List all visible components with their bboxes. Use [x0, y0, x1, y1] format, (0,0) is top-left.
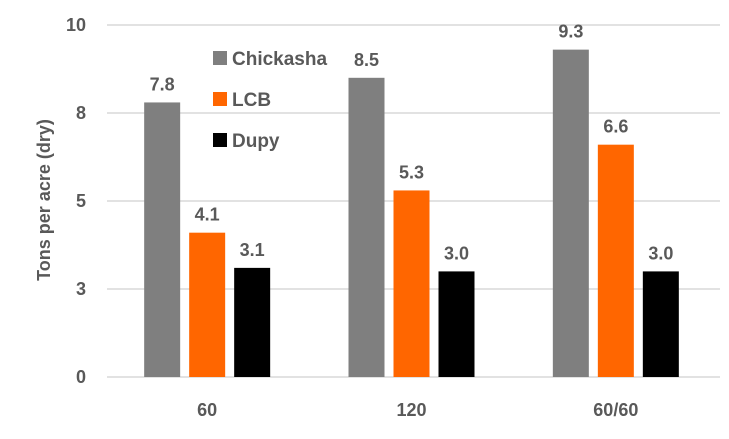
data-label: 3.1 [240, 240, 265, 260]
data-label: 5.3 [399, 162, 424, 182]
bar-lcb-60/60 [597, 144, 634, 377]
legend-swatch-lcb [213, 92, 227, 106]
bar-dupy-60/60 [642, 271, 679, 377]
data-label: 3.0 [648, 243, 673, 263]
data-label: 6.6 [603, 117, 628, 137]
data-label: 3.0 [444, 243, 469, 263]
y-tick-labels: 0 3 5 8 10 [66, 15, 86, 387]
y-tick-label: 0 [76, 367, 86, 387]
x-tick-label: 60/60 [593, 400, 638, 420]
legend-swatch-dupy [213, 133, 227, 147]
legend: Chickasha LCB Dupy [213, 49, 327, 152]
x-tick-labels: 60 120 60/60 [197, 400, 638, 420]
y-tick-label: 5 [76, 191, 86, 211]
legend-label: LCB [232, 90, 271, 111]
bar-dupy-60 [234, 267, 271, 377]
y-tick-label: 8 [76, 103, 86, 123]
data-label: 9.3 [558, 22, 583, 42]
bar-chickasha-60/60 [552, 49, 589, 377]
data-label: 4.1 [195, 205, 220, 225]
bar-lcb-120 [393, 190, 430, 377]
y-tick-label: 10 [66, 15, 86, 35]
bar-lcb-60 [189, 232, 226, 377]
x-tick-label: 60 [197, 400, 217, 420]
legend-label: Dupy [232, 131, 280, 152]
data-label: 8.5 [354, 50, 379, 70]
data-label: 7.8 [150, 74, 175, 94]
legend-swatch-chickasha [213, 51, 227, 65]
bar-dupy-120 [438, 271, 475, 377]
bar-chickasha-60 [144, 102, 181, 377]
bars: 7.8 4.1 3.1 8.5 5.3 3.0 9.3 6.6 3.0 [144, 22, 679, 378]
bar-chickasha-120 [348, 77, 385, 378]
x-tick-label: 120 [396, 400, 426, 420]
y-tick-label: 3 [76, 279, 86, 299]
y-axis-label: Tons per acre (dry) [34, 119, 54, 281]
legend-label: Chickasha [232, 49, 327, 70]
